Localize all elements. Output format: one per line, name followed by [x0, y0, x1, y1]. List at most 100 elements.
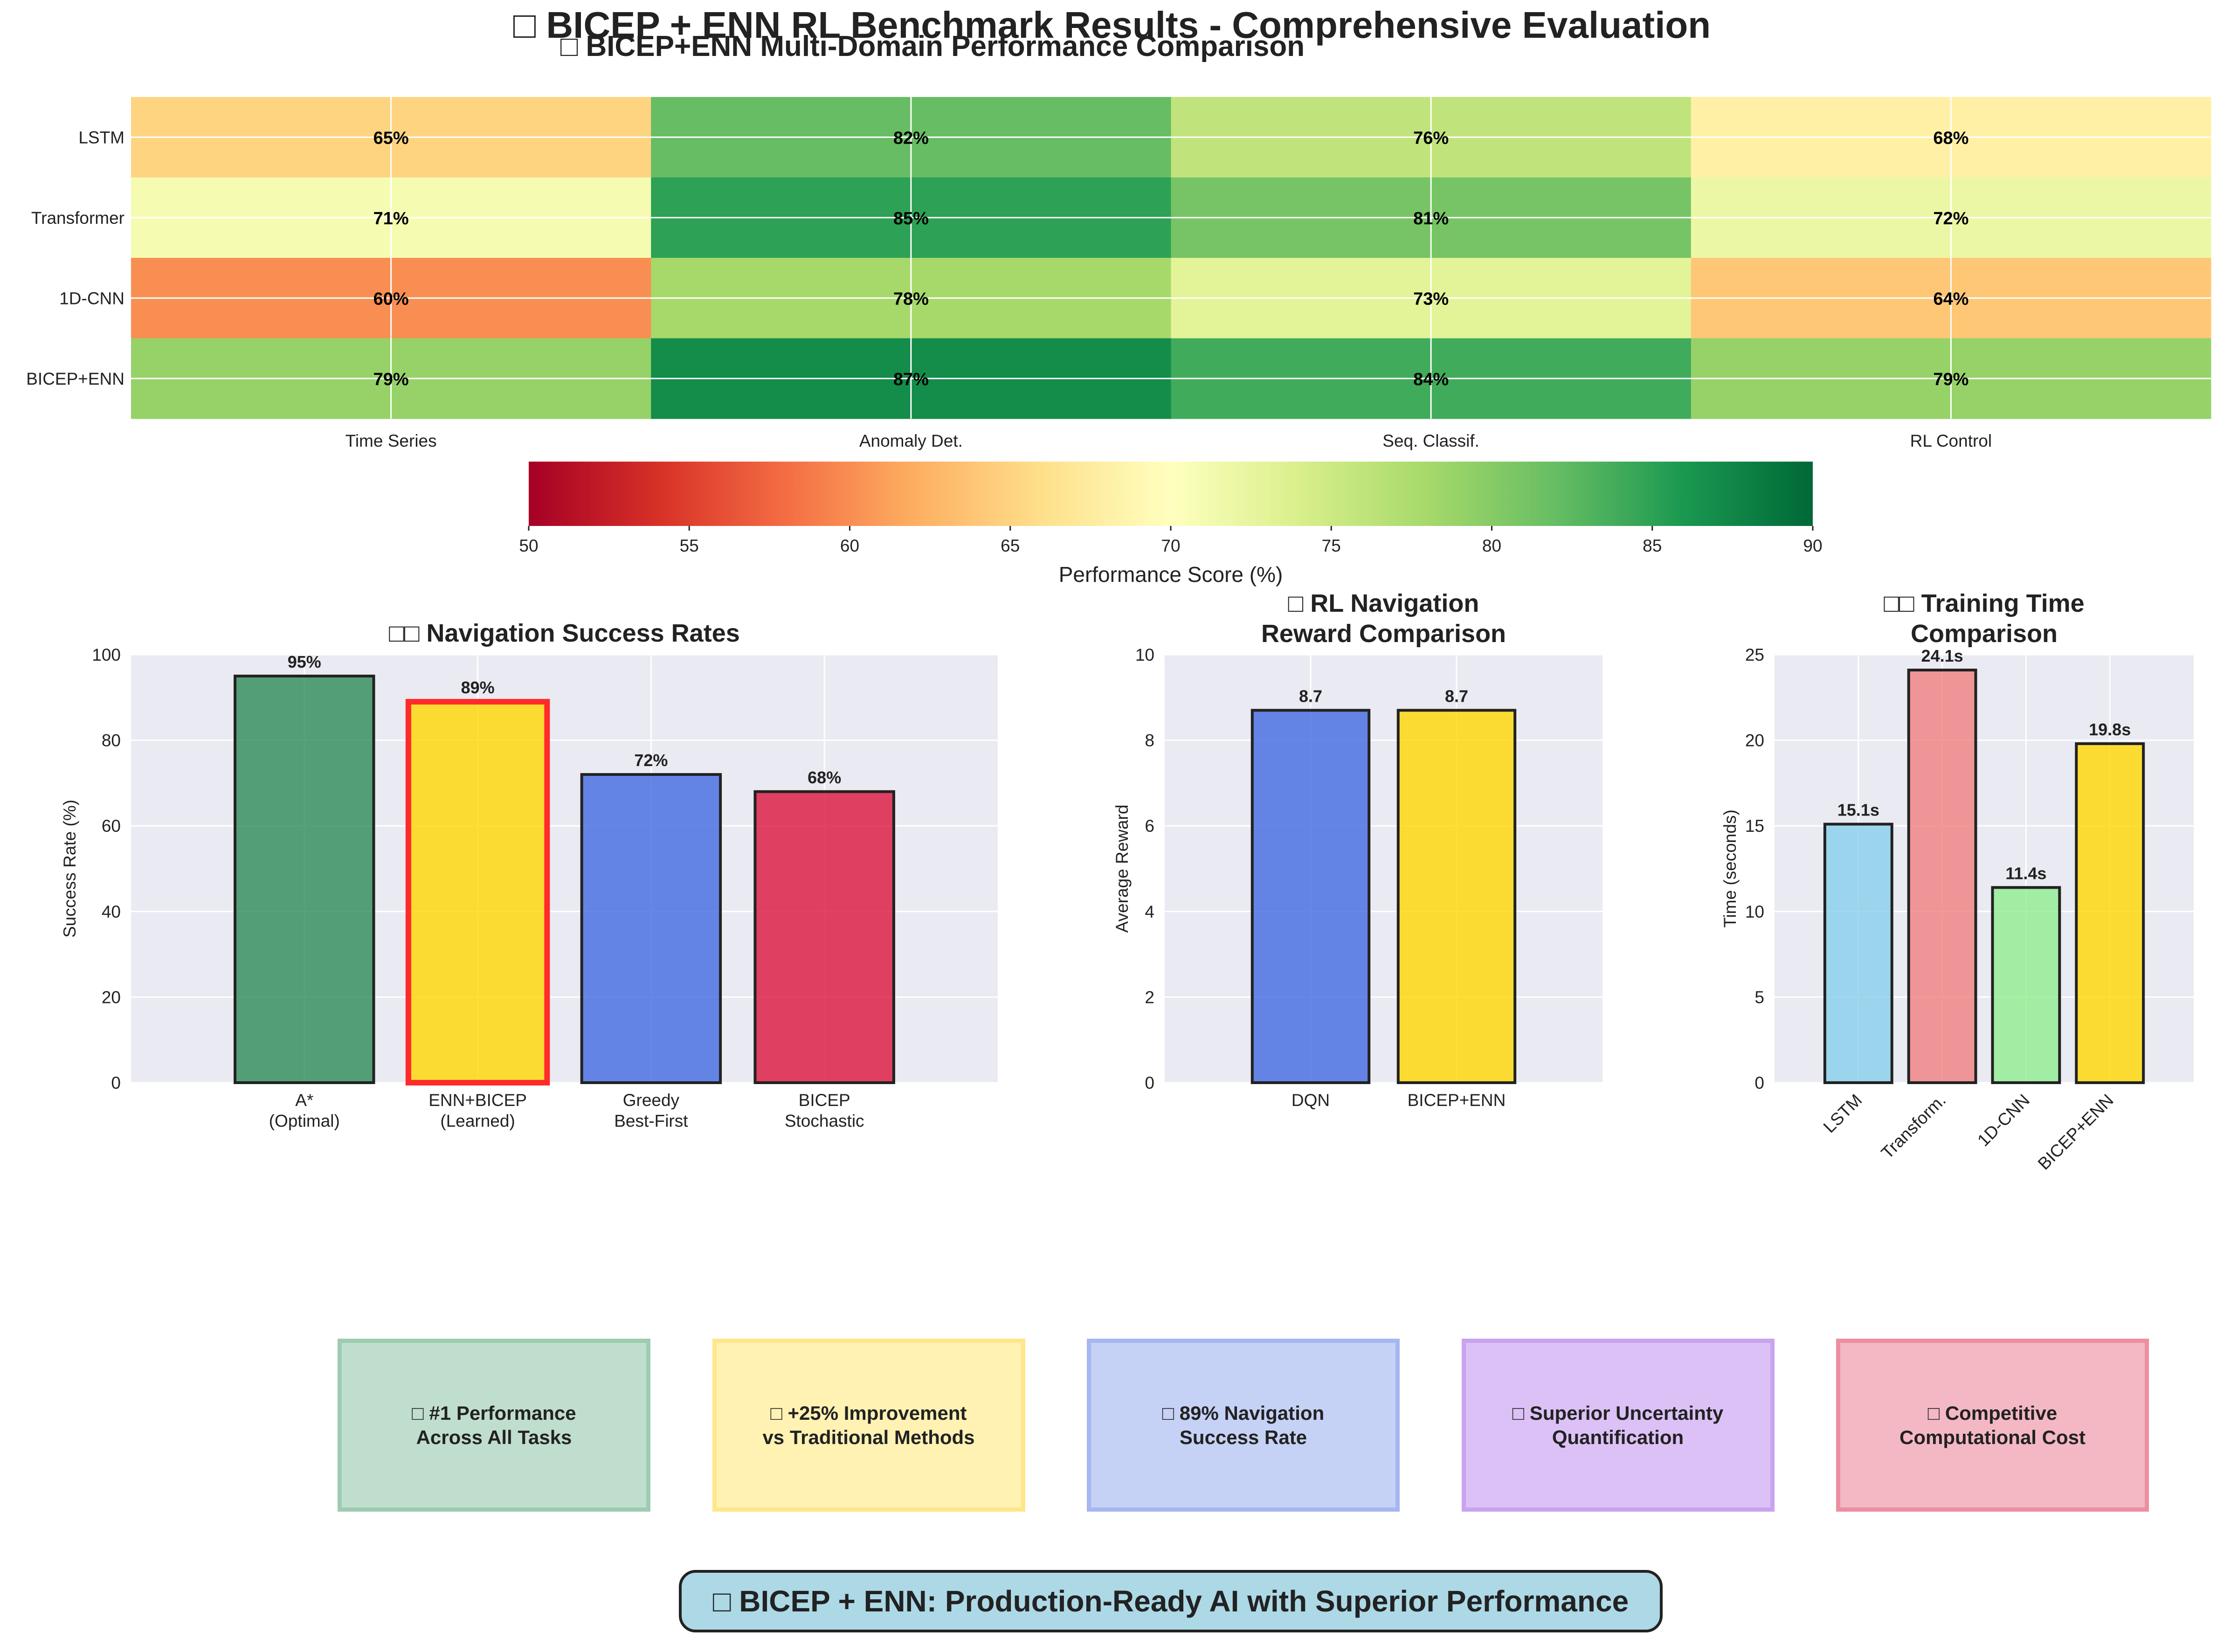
y-tick-label: 0 — [1754, 1073, 1764, 1092]
bar-value-label: 8.7 — [1299, 686, 1322, 705]
bar-value-label: 15.1s — [1837, 801, 1879, 820]
bar — [1991, 886, 2061, 1084]
heatmap-panel: □ BICEP+ENN Multi-Domain Performance Com… — [26, 30, 2211, 450]
highlight-box: □ 89% Navigation Success Rate — [1087, 1339, 1400, 1512]
bar-value-label: 19.8s — [2089, 720, 2131, 739]
y-tick-label: 5 — [1754, 988, 1764, 1007]
colorbar: 50 55 60 65 70 75 80 85 90 Performance Score (%) — [519, 462, 1823, 587]
highlight-box: □ Competitive Computational Cost — [1836, 1339, 2149, 1512]
y-tick-label: 20 — [102, 988, 121, 1007]
x-tick-label: ENN+BICEP (Learned) — [428, 1091, 527, 1130]
bar-value-label: 72% — [634, 751, 668, 770]
bar-value-label: 11.4s — [2005, 864, 2046, 883]
heatmap-value-label: 71% — [373, 209, 409, 228]
y-tick-label: 100 — [92, 645, 121, 664]
y-tick-label: 8 — [1145, 731, 1154, 750]
bar-panel-3: 0 5 10 15 20 25 15.1s 24.1s 11.4s 19.8s LSTM Transf… — [1720, 589, 2194, 1174]
bar — [1823, 823, 1893, 1084]
heatmap-column-label: Anomaly Det. — [859, 431, 963, 450]
bar — [2075, 742, 2145, 1084]
heatmap-row-label: BICEP+ENN — [26, 369, 124, 388]
heatmap-value-label: 79% — [373, 370, 409, 389]
heatmap-value-label: 79% — [1933, 370, 1968, 389]
heatmap-value-label: 84% — [1413, 370, 1449, 389]
bar-value-label: 89% — [461, 678, 495, 697]
footer-banner: □ BICEP + ENN: Production-Ready AI with … — [679, 1570, 1663, 1632]
bar-value-label: 24.1s — [1921, 646, 1963, 665]
y-tick-label: 10 — [1135, 645, 1154, 664]
bar — [580, 773, 722, 1085]
x-tick-label: DQN — [1292, 1091, 1330, 1110]
y-tick-label: 6 — [1145, 816, 1154, 836]
heatmap-row-label: 1D-CNN — [59, 289, 124, 308]
figure-title: □ BICEP + ENN RL Benchmark Results - Com… — [513, 4, 1711, 46]
heatmap-row-label: Transformer — [31, 208, 124, 228]
y-tick-label: 4 — [1145, 902, 1154, 921]
colorbar-tick-label: 55 — [680, 536, 699, 555]
y-tick-label: 25 — [1745, 645, 1764, 664]
highlight-box: □ Superior Uncertainty Quantification — [1461, 1339, 1775, 1512]
x-tick-label: Transform. — [1878, 1091, 1949, 1162]
panel-title: □□ Training Time Comparison — [1884, 589, 2084, 648]
x-tick-label: LSTM — [1820, 1091, 1866, 1137]
y-tick-label: 0 — [111, 1073, 121, 1092]
y-tick-label: 15 — [1745, 816, 1764, 836]
heatmap-value-label: 78% — [893, 289, 929, 309]
y-tick-label: 0 — [1145, 1073, 1154, 1092]
heatmap-value-label: 87% — [893, 370, 929, 389]
colorbar-tick-label: 75 — [1322, 536, 1341, 555]
highlight-box: □ #1 Performance Across All Tasks — [338, 1339, 650, 1512]
heatmap-value-label: 76% — [1413, 128, 1449, 148]
plot-area — [1165, 655, 1602, 1083]
x-tick-label: BICEP+ENN — [2034, 1091, 2117, 1174]
colorbar-label: Performance Score (%) — [1059, 562, 1283, 587]
x-tick-label: BICEP+ENN — [1408, 1091, 1506, 1110]
x-tick-label: 1D-CNN — [1974, 1091, 2033, 1150]
heatmap-value-label: 65% — [373, 128, 409, 148]
y-tick-label: 10 — [1745, 902, 1764, 921]
bar-value-label: 68% — [808, 768, 841, 787]
bar-value-label: 95% — [288, 652, 321, 671]
colorbar-tick-label: 60 — [840, 536, 859, 555]
bar — [753, 790, 895, 1084]
y-axis-label: Success Rate (%) — [60, 800, 79, 938]
heatmap-value-label: 82% — [893, 128, 929, 148]
y-tick-label: 80 — [102, 731, 121, 750]
colorbar-tick-label: 65 — [1001, 536, 1020, 555]
panel-title: □□ Navigation Success Rates — [389, 619, 740, 647]
heatmap-value-label: 85% — [893, 209, 929, 228]
x-tick-label: BICEP Stochastic — [785, 1091, 864, 1130]
bar — [1907, 669, 1977, 1084]
highlight-box: □ +25% Improvement vs Traditional Method… — [712, 1339, 1025, 1512]
heatmap-value-label: 73% — [1413, 289, 1449, 309]
heatmap-column-label: Seq. Classif. — [1382, 431, 1479, 450]
colorbar-tick-label: 90 — [1803, 536, 1822, 555]
y-tick-label: 20 — [1745, 731, 1764, 750]
bar — [1250, 709, 1371, 1084]
bar — [405, 698, 550, 1085]
heatmap-value-label: 64% — [1933, 289, 1968, 309]
colorbar-tick-label: 50 — [519, 536, 538, 555]
colorbar-tick-label: 80 — [1482, 536, 1501, 555]
x-tick-label: Greedy Best-First — [614, 1091, 688, 1130]
colorbar-tick-label: 85 — [1643, 536, 1662, 555]
heatmap-value-label: 72% — [1933, 209, 1968, 228]
x-tick-label: A* (Optimal) — [269, 1091, 340, 1130]
heatmap-value-label: 60% — [373, 289, 409, 309]
heatmap-row-label: LSTM — [78, 128, 124, 147]
bar-panel-2: 0 2 4 6 8 10 8.7 8.7 DQN BICEP+ENN Average Reward □… — [1112, 589, 1602, 1110]
colorbar-tick-label: 70 — [1161, 536, 1180, 555]
heatmap-value-label: 81% — [1413, 209, 1449, 228]
panel-title: □ RL Navigation Reward Comparison — [1261, 589, 1506, 648]
bar-panel-1: 0 20 40 60 80 100 95% 89% 72% 68% A* (Optimal) ENN+B… — [60, 619, 998, 1130]
colorbar-gradient — [529, 462, 1813, 526]
y-tick-label: 2 — [1145, 988, 1154, 1007]
heatmap-column-label: RL Control — [1910, 431, 1992, 450]
bar — [234, 674, 375, 1084]
bar — [1396, 709, 1517, 1084]
heatmap-column-label: Time Series — [345, 431, 437, 450]
y-axis-label: Average Reward — [1112, 805, 1132, 933]
y-axis-label: Time (seconds) — [1720, 809, 1740, 928]
y-tick-label: 40 — [102, 902, 121, 921]
